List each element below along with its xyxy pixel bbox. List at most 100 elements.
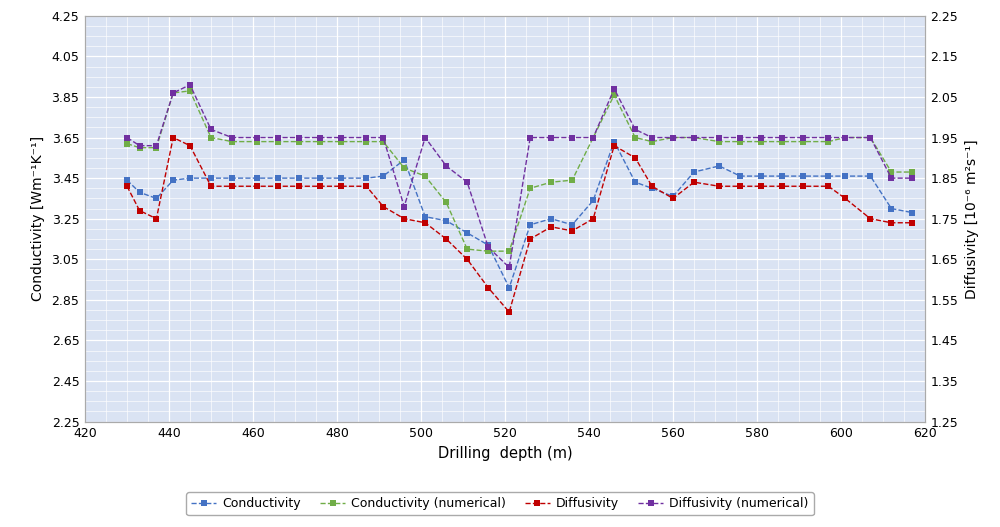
Diffusivity (numerical): [205, 126, 217, 133]
Diffusivity: [776, 183, 788, 189]
Diffusivity (numerical): [688, 134, 700, 141]
Conductivity (numerical): [398, 165, 410, 171]
Diffusivity (numerical): [226, 134, 238, 141]
Diffusivity (numerical): [314, 134, 326, 141]
Conductivity (numerical): [646, 139, 658, 145]
Diffusivity (numerical): [906, 175, 918, 181]
Diffusivity: [461, 256, 473, 262]
Diffusivity: [251, 183, 263, 189]
Conductivity (numerical): [419, 173, 431, 179]
Diffusivity: [629, 155, 641, 161]
Diffusivity: [360, 183, 372, 189]
Diffusivity: [314, 183, 326, 189]
Conductivity: [314, 175, 326, 181]
Diffusivity (numerical): [734, 134, 746, 141]
Diffusivity: [226, 183, 238, 189]
Conductivity: [167, 177, 179, 183]
Diffusivity (numerical): [272, 134, 284, 141]
Diffusivity (numerical): [608, 86, 620, 92]
Conductivity (numerical): [822, 139, 834, 145]
Diffusivity (numerical): [629, 126, 641, 133]
Conductivity: [734, 173, 746, 179]
Diffusivity (numerical): [713, 134, 725, 141]
Diffusivity (numerical): [184, 82, 196, 88]
Diffusivity: [755, 183, 767, 189]
Conductivity: [226, 175, 238, 181]
Diffusivity (numerical): [667, 134, 679, 141]
Conductivity: [272, 175, 284, 181]
Diffusivity: [864, 216, 876, 222]
Conductivity (numerical): [251, 139, 263, 145]
Conductivity: [461, 230, 473, 236]
Conductivity: [545, 216, 557, 222]
Conductivity (numerical): [524, 185, 536, 191]
Conductivity: [377, 173, 389, 179]
Conductivity: [822, 173, 834, 179]
Diffusivity (numerical): [797, 134, 809, 141]
Diffusivity (numerical): [167, 90, 179, 96]
Diffusivity: [335, 183, 347, 189]
Diffusivity: [667, 196, 679, 202]
Diffusivity: [482, 285, 494, 291]
Conductivity (numerical): [713, 139, 725, 145]
Conductivity (numerical): [503, 248, 515, 255]
Diffusivity: [524, 236, 536, 242]
Conductivity: [184, 175, 196, 181]
Diffusivity: [734, 183, 746, 189]
Conductivity: [839, 173, 851, 179]
Conductivity (numerical): [545, 179, 557, 186]
Conductivity (numerical): [461, 246, 473, 252]
Diffusivity: [150, 216, 162, 222]
Diffusivity: [440, 236, 452, 242]
Diffusivity: [797, 183, 809, 189]
Diffusivity: [503, 309, 515, 315]
Conductivity (numerical): [314, 139, 326, 145]
Conductivity: [251, 175, 263, 181]
Conductivity (numerical): [167, 90, 179, 96]
Conductivity (numerical): [272, 139, 284, 145]
Legend: Conductivity, Conductivity (numerical), Diffusivity, Diffusivity (numerical): Conductivity, Conductivity (numerical), …: [186, 492, 814, 515]
Diffusivity (numerical): [150, 142, 162, 149]
Diffusivity (numerical): [293, 134, 305, 141]
Conductivity: [482, 242, 494, 248]
Diffusivity (numerical): [482, 244, 494, 250]
Diffusivity: [545, 223, 557, 230]
Diffusivity (numerical): [377, 134, 389, 141]
Diffusivity: [205, 183, 217, 189]
Conductivity (numerical): [688, 134, 700, 141]
Diffusivity: [272, 183, 284, 189]
Conductivity (numerical): [377, 139, 389, 145]
Diffusivity (numerical): [755, 134, 767, 141]
Diffusivity: [587, 216, 599, 222]
Diffusivity: [688, 179, 700, 186]
Conductivity (numerical): [864, 134, 876, 141]
Diffusivity: [419, 220, 431, 226]
Diffusivity (numerical): [587, 134, 599, 141]
Diffusivity (numerical): [864, 134, 876, 141]
Conductivity: [885, 206, 897, 212]
Conductivity (numerical): [906, 169, 918, 175]
Conductivity (numerical): [566, 177, 578, 183]
Conductivity: [646, 185, 658, 191]
Conductivity (numerical): [629, 134, 641, 141]
Diffusivity (numerical): [503, 264, 515, 270]
Conductivity (numerical): [734, 139, 746, 145]
Diffusivity (numerical): [360, 134, 372, 141]
Diffusivity (numerical): [776, 134, 788, 141]
Conductivity (numerical): [776, 139, 788, 145]
Diffusivity: [184, 142, 196, 149]
Conductivity (numerical): [293, 139, 305, 145]
Diffusivity (numerical): [839, 134, 851, 141]
Diffusivity: [822, 183, 834, 189]
Diffusivity (numerical): [461, 179, 473, 186]
Diffusivity: [566, 228, 578, 234]
Diffusivity (numerical): [524, 134, 536, 141]
Diffusivity: [839, 196, 851, 202]
Diffusivity (numerical): [251, 134, 263, 141]
Conductivity: [587, 197, 599, 203]
Conductivity (numerical): [440, 199, 452, 206]
Conductivity: [906, 209, 918, 216]
Conductivity: [688, 169, 700, 175]
Conductivity (numerical): [755, 139, 767, 145]
Diffusivity: [134, 208, 146, 214]
